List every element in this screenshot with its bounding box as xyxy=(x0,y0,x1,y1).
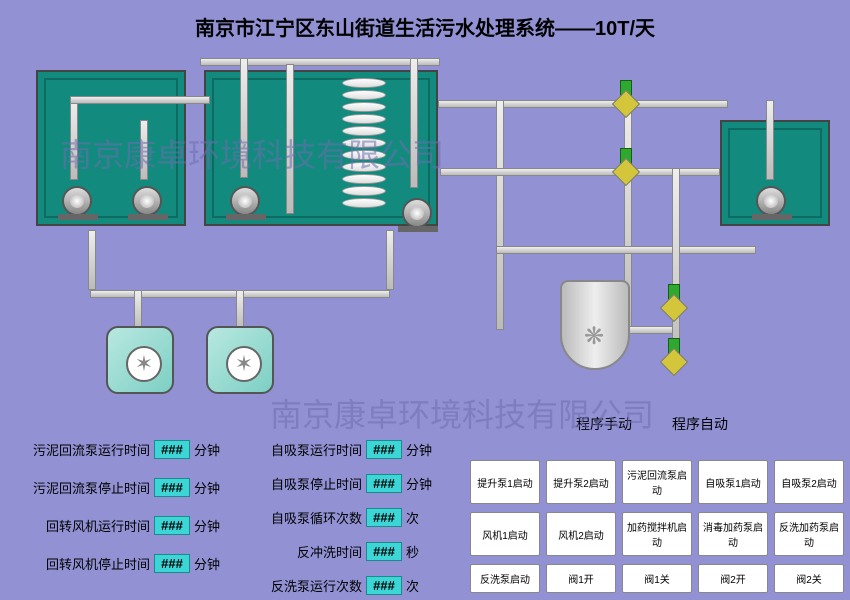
param-value: ### xyxy=(154,440,190,459)
param-label: 自吸泵循环次数 xyxy=(242,508,362,527)
param-value: ### xyxy=(366,576,402,595)
param-label: 自吸泵运行时间 xyxy=(242,440,362,459)
pipe xyxy=(240,58,248,178)
mode-auto-label: 程序自动 xyxy=(672,414,728,434)
param-value: ### xyxy=(154,554,190,573)
control-button-4[interactable]: 自吸泵2启动 xyxy=(774,460,844,504)
param-unit: 秒 xyxy=(406,542,419,561)
blower-1 xyxy=(100,320,180,400)
param-value: ### xyxy=(366,542,402,561)
param-unit: 分钟 xyxy=(194,554,220,573)
param-unit: 次 xyxy=(406,576,419,595)
param-row-left-3: 回转风机停止时间###分钟 xyxy=(10,554,220,573)
control-button-14[interactable]: 阀2关 xyxy=(774,564,844,593)
control-button-3[interactable]: 自吸泵1启动 xyxy=(698,460,768,504)
control-button-13[interactable]: 阀2开 xyxy=(698,564,768,593)
mode-manual-label: 程序手动 xyxy=(576,414,632,434)
pump-1 xyxy=(54,180,102,220)
param-row-right-1: 自吸泵停止时间###分钟 xyxy=(242,474,432,493)
param-label: 回转风机停止时间 xyxy=(10,554,150,573)
param-unit: 分钟 xyxy=(194,516,220,535)
param-label: 自吸泵停止时间 xyxy=(242,474,362,493)
param-label: 污泥回流泵运行时间 xyxy=(10,440,150,459)
param-unit: 分钟 xyxy=(194,478,220,497)
param-value: ### xyxy=(154,516,190,535)
control-button-10[interactable]: 反洗泵启动 xyxy=(470,564,540,593)
control-button-0[interactable]: 提升泵1启动 xyxy=(470,460,540,504)
pipe xyxy=(766,100,774,180)
control-button-11[interactable]: 阀1开 xyxy=(546,564,616,593)
control-button-grid: 提升泵1启动提升泵2启动污泥回流泵启动自吸泵1启动自吸泵2启动风机1启动风机2启… xyxy=(470,460,844,593)
pipe xyxy=(438,100,728,108)
param-label: 回转风机运行时间 xyxy=(10,516,150,535)
pipe xyxy=(70,96,210,104)
pump-4 xyxy=(394,192,442,232)
param-label: 反冲洗时间 xyxy=(242,542,362,561)
param-unit: 次 xyxy=(406,508,419,527)
valve-2 xyxy=(612,148,640,188)
control-button-1[interactable]: 提升泵2启动 xyxy=(546,460,616,504)
pipe xyxy=(286,64,294,214)
control-button-7[interactable]: 加药搅拌机启动 xyxy=(622,512,692,556)
pipe xyxy=(496,246,756,254)
param-row-right-0: 自吸泵运行时间###分钟 xyxy=(242,440,432,459)
param-value: ### xyxy=(366,474,402,493)
control-button-6[interactable]: 风机2启动 xyxy=(546,512,616,556)
control-button-9[interactable]: 反洗加药泵启动 xyxy=(774,512,844,556)
pump-5 xyxy=(748,180,796,220)
pipe xyxy=(496,100,504,330)
param-label: 污泥回流泵停止时间 xyxy=(10,478,150,497)
param-value: ### xyxy=(366,440,402,459)
pump-3 xyxy=(222,180,270,220)
valve-3 xyxy=(660,284,688,324)
blower-2 xyxy=(200,320,280,400)
param-row-right-3: 反冲洗时间###秒 xyxy=(242,542,419,561)
pipe xyxy=(386,230,394,290)
page-title: 南京市江宁区东山街道生活污水处理系统——10T/天 xyxy=(0,0,850,41)
control-button-8[interactable]: 消毒加药泵启动 xyxy=(698,512,768,556)
param-unit: 分钟 xyxy=(406,474,432,493)
control-button-12[interactable]: 阀1关 xyxy=(622,564,692,593)
param-unit: 分钟 xyxy=(194,440,220,459)
param-row-left-0: 污泥回流泵运行时间###分钟 xyxy=(10,440,220,459)
pump-2 xyxy=(124,180,172,220)
param-label: 反洗泵运行次数 xyxy=(242,576,362,595)
valve-4 xyxy=(660,338,688,378)
control-button-5[interactable]: 风机1启动 xyxy=(470,512,540,556)
param-row-left-1: 污泥回流泵停止时间###分钟 xyxy=(10,478,220,497)
valve-1 xyxy=(612,80,640,120)
pipe xyxy=(140,120,148,180)
param-row-right-4: 反洗泵运行次数###次 xyxy=(242,576,419,595)
chemical-tank xyxy=(560,280,630,370)
param-row-left-2: 回转风机运行时间###分钟 xyxy=(10,516,220,535)
param-row-right-2: 自吸泵循环次数###次 xyxy=(242,508,419,527)
pipe xyxy=(410,58,418,188)
pipe xyxy=(200,58,440,66)
param-value: ### xyxy=(154,478,190,497)
pipe xyxy=(88,230,96,290)
param-unit: 分钟 xyxy=(406,440,432,459)
param-value: ### xyxy=(366,508,402,527)
filter-stack xyxy=(342,78,386,218)
pipe xyxy=(70,100,78,180)
control-button-2[interactable]: 污泥回流泵启动 xyxy=(622,460,692,504)
